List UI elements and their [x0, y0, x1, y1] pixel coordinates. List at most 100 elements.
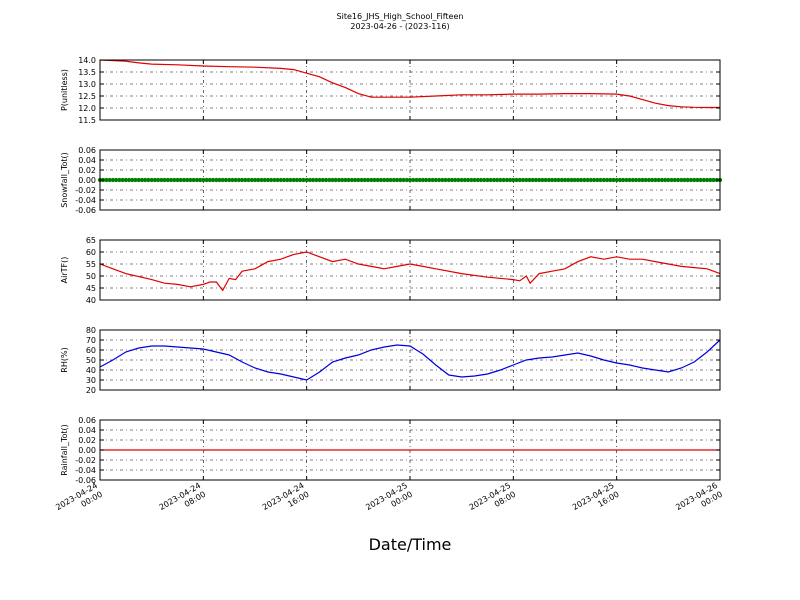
- series-point: [633, 177, 639, 183]
- series-point: [453, 177, 458, 183]
- y-tick-label: 0.02: [78, 436, 96, 445]
- y-tick-label: 45: [86, 284, 96, 293]
- y-axis-label: Rainfall_Tot(): [60, 424, 69, 476]
- series-point: [127, 177, 132, 183]
- panel-5: -0.06-0.04-0.020.000.020.040.06 Rainfall_…: [60, 416, 721, 485]
- series-point: [582, 177, 587, 183]
- series-point: [663, 177, 668, 183]
- series-point: [359, 177, 364, 183]
- series-point: [446, 177, 451, 183]
- series-point: [391, 177, 396, 183]
- series-point: [485, 177, 490, 183]
- series-point: [672, 177, 677, 183]
- series-point: [627, 177, 632, 183]
- series-point: [585, 177, 590, 183]
- series-point: [679, 177, 684, 183]
- y-tick-label: 50: [86, 272, 96, 281]
- series-point: [294, 177, 300, 183]
- series-point: [524, 177, 529, 183]
- series-point: [437, 177, 442, 183]
- series-point: [333, 177, 338, 183]
- chart-subtitle: 2023-04-26 - (2023-116): [350, 22, 449, 31]
- y-tick-label: 65: [86, 236, 96, 245]
- series-point: [688, 177, 694, 183]
- series-point: [165, 177, 170, 183]
- y-tick-label: 11.5: [78, 116, 96, 125]
- y-tick-label: -0.02: [75, 186, 96, 195]
- x-tick-label: 2023-04-2500:00: [364, 481, 414, 521]
- series-point: [207, 177, 212, 183]
- y-tick-label: 0.00: [78, 176, 96, 185]
- series-point: [314, 177, 319, 183]
- y-tick-label: -0.04: [75, 196, 96, 205]
- series-point: [617, 177, 623, 183]
- series-point: [562, 177, 568, 183]
- series-point: [198, 177, 203, 183]
- series-point: [288, 177, 293, 183]
- series-point: [156, 177, 161, 183]
- series-point: [475, 177, 480, 183]
- series-point: [469, 177, 474, 183]
- y-tick-label: 0.06: [78, 416, 96, 425]
- series-point: [252, 177, 258, 183]
- series-point: [546, 177, 552, 183]
- x-tick-label: 2023-04-2416:00: [261, 481, 311, 521]
- series-point: [646, 177, 652, 183]
- series-point: [698, 177, 703, 183]
- series-line: [99, 251, 721, 292]
- y-tick-label: 80: [86, 326, 96, 335]
- series-point: [588, 177, 593, 183]
- series-point: [404, 177, 409, 183]
- series-point: [530, 177, 535, 183]
- y-tick-label: 50: [86, 356, 96, 365]
- series-point: [336, 177, 342, 183]
- series-point: [107, 177, 112, 183]
- series-point: [139, 177, 145, 183]
- series-line: [99, 339, 721, 381]
- y-tick-label: -0.04: [75, 466, 96, 475]
- y-tick-label: 40: [86, 296, 96, 305]
- y-tick-label: 0.04: [78, 156, 96, 165]
- series-point: [495, 177, 500, 183]
- series-point: [240, 177, 245, 183]
- series-point: [417, 177, 422, 183]
- x-tick-label: 2023-04-2508:00: [468, 481, 518, 521]
- y-tick-label: 0.02: [78, 166, 96, 175]
- series-point: [256, 177, 261, 183]
- series-point: [265, 177, 270, 183]
- chart-title: Site16_JHS_High_School_Fifteen: [337, 12, 464, 21]
- series-point: [653, 177, 658, 183]
- series-point: [621, 177, 626, 183]
- series-point: [527, 177, 532, 183]
- series-point: [395, 177, 400, 183]
- series-point: [369, 177, 374, 183]
- x-tick-label: 2023-04-2516:00: [571, 481, 621, 521]
- series-point: [346, 177, 351, 183]
- series-point: [162, 177, 167, 183]
- series-point: [656, 177, 661, 183]
- series-point: [466, 177, 471, 183]
- y-tick-label: -0.06: [75, 476, 96, 485]
- series-point: [543, 177, 548, 183]
- series-point: [708, 177, 713, 183]
- series-point: [191, 177, 196, 183]
- series-point: [501, 177, 506, 183]
- series-point: [282, 177, 287, 183]
- series-point: [243, 177, 248, 183]
- series-line: [99, 59, 720, 109]
- series-point: [511, 177, 516, 183]
- series-point: [430, 177, 435, 183]
- y-tick-label: 55: [86, 260, 96, 269]
- series-point: [491, 177, 497, 183]
- y-tick-label: 14.0: [78, 56, 96, 65]
- y-tick-label: 0.06: [78, 146, 96, 155]
- y-tick-label: 0.00: [78, 446, 96, 455]
- series-point: [682, 177, 687, 183]
- series-point: [372, 177, 377, 183]
- series-point: [110, 177, 115, 183]
- series-point: [520, 177, 526, 183]
- series-point: [685, 177, 690, 183]
- y-tick-label: 60: [86, 248, 96, 257]
